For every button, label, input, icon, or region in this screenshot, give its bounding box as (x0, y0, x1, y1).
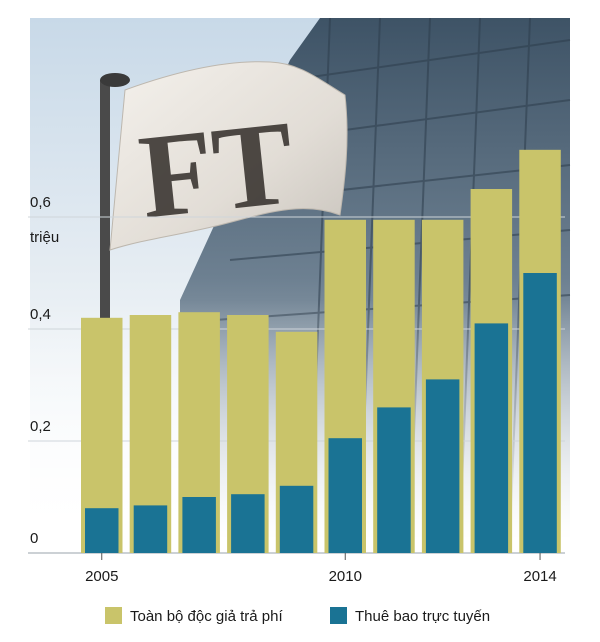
bar-online-subscribers-2008 (231, 494, 265, 553)
bar-online-subscribers-2007 (182, 497, 216, 553)
ft-logo: FT (133, 95, 299, 243)
bar-online-subscribers-2011 (377, 407, 411, 553)
bar-online-subscribers-2009 (279, 485, 314, 553)
x-axis-ticks: 2005 2010 2014 (85, 553, 557, 585)
flagpole (100, 80, 110, 410)
bar-online-subscribers-2012 (425, 379, 460, 553)
legend-swatch (330, 607, 347, 624)
legend-swatch (105, 607, 122, 624)
legend-label: Thuê bao trực tuyến (355, 608, 490, 625)
bar-online-subscribers-2010 (328, 438, 362, 553)
bars (81, 149, 561, 554)
legend: Toàn bộ độc giả trả phí Thuê bao trực tuy… (105, 607, 490, 625)
x-tick-label: 2005 (85, 568, 118, 585)
bar-online-subscribers-2013 (474, 323, 509, 553)
bar-online-subscribers-2014 (523, 273, 557, 553)
y-tick-label: 0 (30, 530, 38, 547)
y-tick-label: 0,6 (30, 194, 51, 211)
x-tick-label: 2014 (523, 568, 556, 585)
y-tick-label: 0,2 (30, 418, 51, 435)
bar-online-subscribers-2006 (133, 505, 168, 553)
y-axis-ticks: 0 0,2 0,4 0,6 (30, 194, 51, 547)
ft-flag (109, 61, 348, 251)
y-axis-unit-label: triệu (30, 229, 59, 246)
flagpole-top (100, 73, 130, 87)
bar-online-subscribers-2005 (85, 508, 119, 553)
y-tick-label: 0,4 (30, 306, 51, 323)
legend-label: Toàn bộ độc giả trả phí (130, 608, 283, 625)
x-tick-label: 2010 (329, 568, 362, 585)
